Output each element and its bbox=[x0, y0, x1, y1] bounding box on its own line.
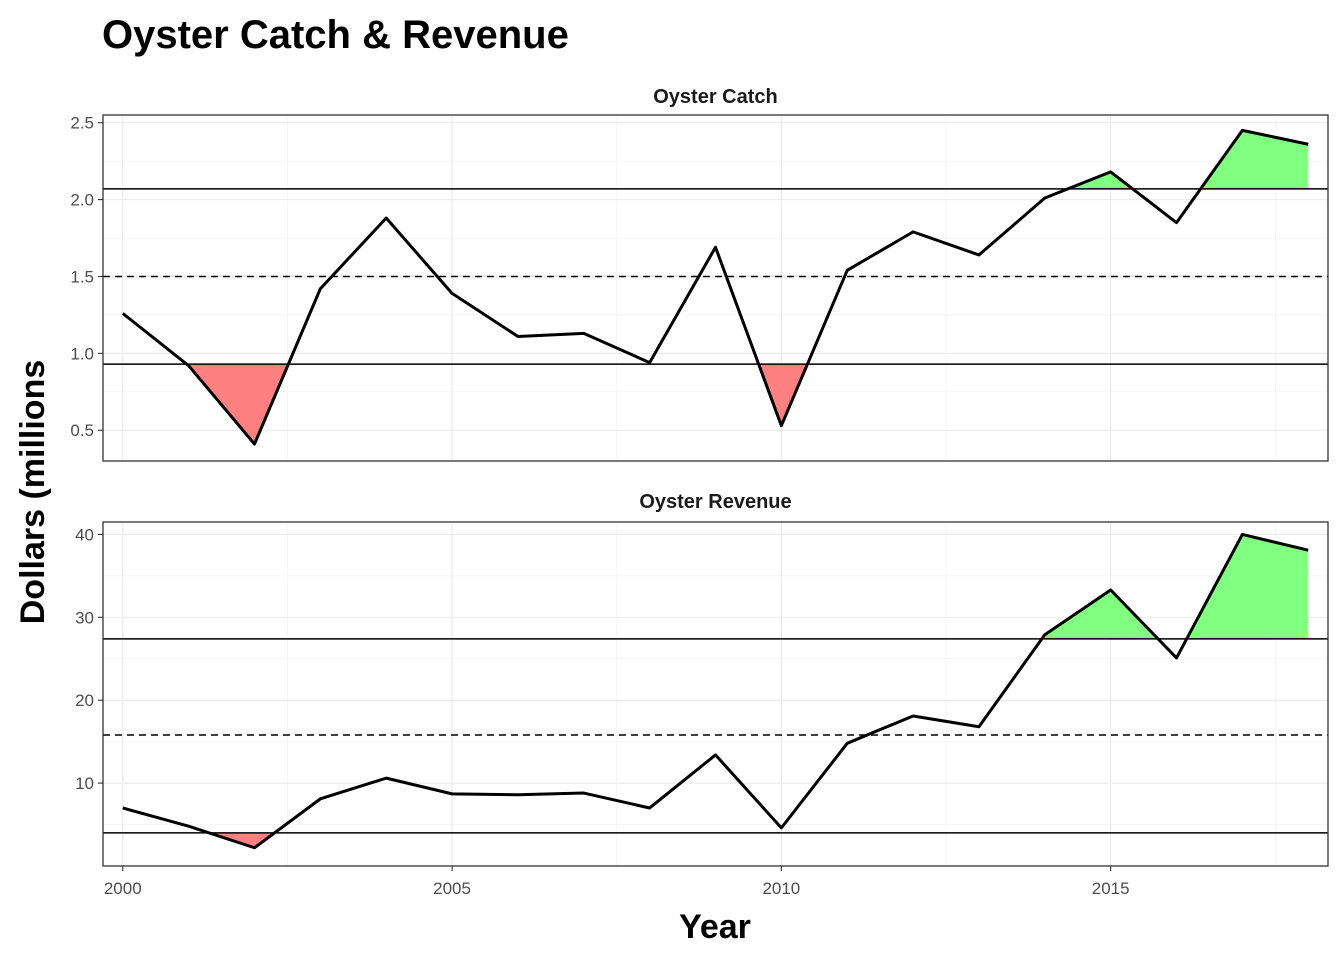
panel-strip-label: Oyster Revenue bbox=[639, 491, 791, 513]
x-tick-label: 2015 bbox=[1092, 879, 1130, 898]
y-tick-label: 0.5 bbox=[70, 421, 94, 440]
above-threshold-area bbox=[1200, 130, 1309, 189]
below-threshold-area bbox=[186, 364, 289, 445]
x-axis-title: Year bbox=[679, 908, 751, 946]
series-line bbox=[121, 128, 1309, 446]
panel-grid bbox=[103, 115, 1328, 461]
y-axis-title: Dollars (millions bbox=[14, 360, 52, 625]
x-axis: 2000 2005 2010 2015 bbox=[104, 866, 1130, 898]
shaded-regions bbox=[186, 130, 1309, 445]
facet-panels: Oyster Catch 0.5 1.0 1.5 2.0 2.5 Oyster Revenu… bbox=[70, 86, 1329, 867]
series-line bbox=[122, 532, 1309, 850]
panel-strip-label: Oyster Catch bbox=[653, 86, 778, 108]
y-tick-label: 10 bbox=[75, 774, 94, 793]
x-tick-label: 2010 bbox=[762, 879, 800, 898]
panel-border bbox=[102, 521, 1329, 867]
x-tick-label: 2005 bbox=[433, 879, 471, 898]
x-tick-label: 2000 bbox=[104, 879, 142, 898]
above-threshold-area bbox=[1186, 534, 1309, 639]
panel-2: Oyster Revenue 10 20 30 40 bbox=[75, 491, 1329, 867]
below-threshold-area bbox=[758, 364, 808, 426]
chart-title: Oyster Catch & Revenue bbox=[102, 13, 569, 57]
shaded-regions bbox=[208, 534, 1309, 848]
y-tick-label: 30 bbox=[75, 608, 94, 627]
panel-1: Oyster Catch 0.5 1.0 1.5 2.0 2.5 bbox=[70, 86, 1329, 462]
above-threshold-area bbox=[1041, 589, 1159, 639]
y-tick-label: 1.5 bbox=[70, 267, 94, 286]
panel-border bbox=[102, 114, 1329, 462]
y-tick-label: 40 bbox=[75, 525, 94, 544]
y-tick-label: 20 bbox=[75, 691, 94, 710]
above-threshold-area bbox=[1068, 171, 1133, 189]
panel-grid bbox=[103, 522, 1328, 866]
y-tick-label: 2.5 bbox=[70, 114, 94, 133]
y-tick-label: 2.0 bbox=[70, 191, 94, 210]
y-tick-label: 1.0 bbox=[70, 344, 94, 363]
